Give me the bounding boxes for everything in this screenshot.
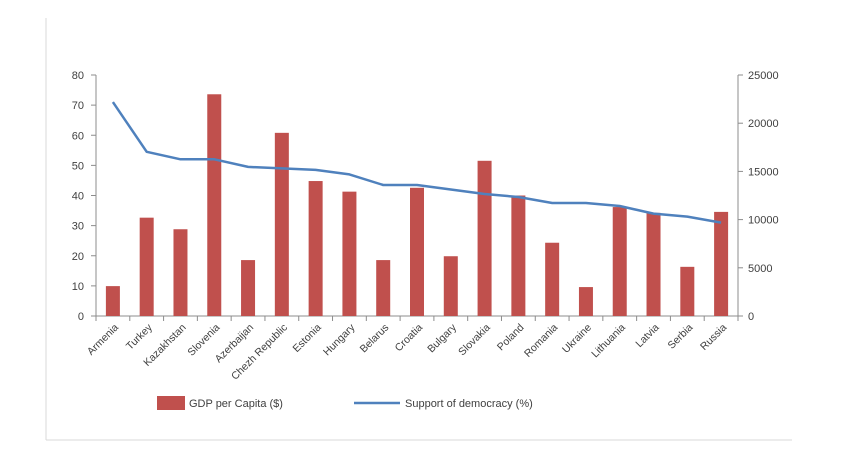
gdp-bar [342,191,357,316]
gdp-bar [207,94,222,316]
left-tick-label: 60 [72,130,84,142]
gdp-bar [477,160,492,316]
gdp-bar [714,211,729,316]
gdp-bar [578,287,593,316]
gdp-bar [511,195,526,316]
left-tick-label: 10 [72,281,84,293]
left-tick-label: 40 [72,191,84,203]
right-tick-label: 0 [748,311,754,323]
right-tick-label: 5000 [748,263,772,275]
gdp-bar [612,207,627,316]
legend-label-democracy: Support of democracy (%) [405,398,533,410]
right-tick-label: 10000 [748,215,779,227]
left-tick-label: 20 [72,251,84,263]
axis-labels: 0 10 20 30 40 50 60 70 80 0 5000 10000 15000 20000 250… [72,70,779,383]
category-label: Serbia [665,322,695,352]
legend: GDP per Capita ($) Support of democracy … [157,396,533,410]
category-label: Hungary [321,321,358,358]
category-label: Belarus [358,322,392,356]
left-tick-label: 80 [72,70,84,82]
right-tick-label: 15000 [748,166,779,178]
category-label: Russia [698,322,729,353]
gdp-bar [545,242,560,316]
category-label: Turkey [124,321,155,352]
legend-label-gdp: GDP per Capita ($) [189,398,283,410]
gdp-bar [241,260,256,316]
category-label: Lithuania [589,322,628,361]
democracy-line [111,101,722,224]
gdp-bar [410,187,424,316]
left-tick-label: 50 [72,160,84,172]
gdp-bar [680,266,695,316]
category-label: Croatia [393,322,426,355]
gdp-bar [376,260,391,316]
gdp-bar [139,217,154,316]
category-label: Bulgary [425,321,459,355]
bar-series-gdp [105,94,729,316]
gdp-bar [173,229,188,316]
gdp-bar [646,212,661,316]
right-tick-label: 25000 [748,70,779,82]
category-label: Armenia [85,322,121,358]
category-label: Latvia [633,322,661,350]
right-tick-label: 20000 [748,118,779,130]
category-label: Poland [495,322,527,354]
legend-bar-swatch [157,396,185,410]
gdp-bar [274,132,289,316]
gdp-bar [443,256,458,316]
left-tick-label: 70 [72,100,84,112]
line-series-democracy [111,101,722,224]
gdp-bar [308,181,323,316]
left-tick-label: 30 [72,221,84,233]
gdp-bar [105,286,120,316]
category-label: Romania [522,322,560,360]
left-tick-label: 0 [78,311,84,323]
category-label: Estonia [290,322,323,355]
category-label: Slovakia [456,322,493,359]
